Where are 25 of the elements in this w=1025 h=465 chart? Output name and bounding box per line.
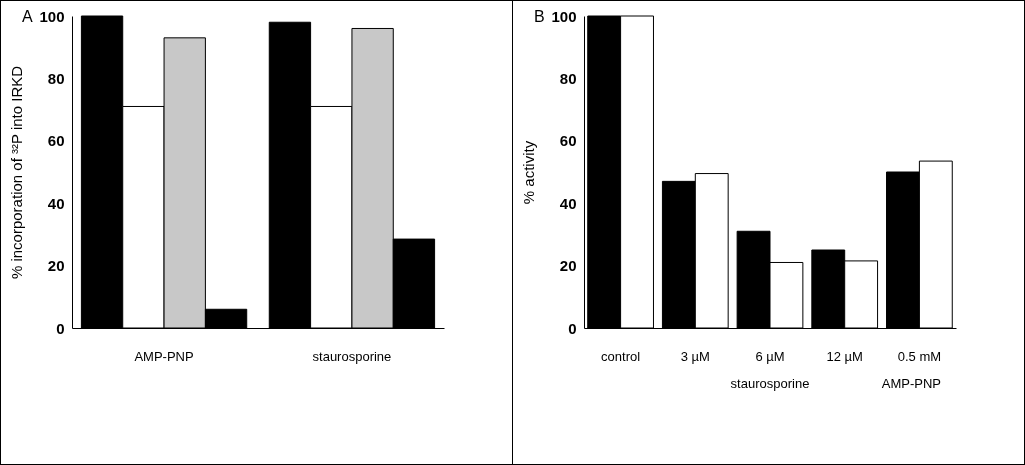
text: AMP-PNP [881,376,941,391]
y-tick-label: 60 [559,132,577,150]
y-tick-label: 80 [559,69,577,87]
y-tick-label: 20 [47,257,65,275]
x-tick-label: 12 µM [826,348,863,364]
chart-title: A [22,8,33,25]
y-axis-title: % incorporation of ³²P into IRKD [8,65,26,280]
y-tick-label: 100 [551,7,577,25]
x-tick-label: AMP-PNP [134,348,194,364]
x-tick-label: control [601,348,641,364]
x-tick-label: 3 µM [680,348,710,364]
x-tick-label: 6 µM [755,348,785,364]
y-tick-label: 100 [39,7,65,25]
y-axis-title: % activity [520,140,538,205]
y-tick-label: 80 [47,69,65,87]
y-tick-label: 0 [568,319,577,337]
y-tick-label: 60 [47,132,65,150]
y-tick-label: 40 [559,194,577,212]
y-tick-label: 20 [559,257,577,275]
y-tick-label: 0 [56,319,65,337]
text: staurosporine [730,376,810,391]
chart-title: B [534,8,545,25]
x-tick-label: staurosporine [312,348,392,364]
x-tick-label: 0.5 mM [897,348,942,364]
y-tick-label: 40 [47,194,65,212]
